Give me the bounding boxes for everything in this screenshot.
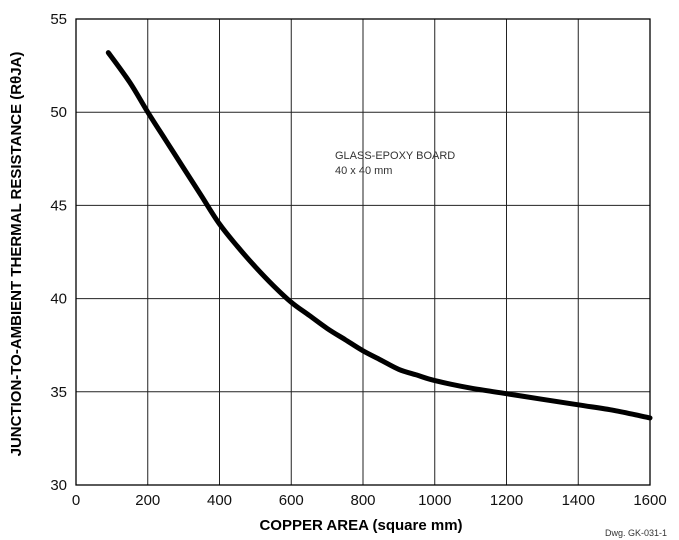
x-tick-labels: 0 200 400 600 800 1000 1200 1400 1600 <box>72 492 667 509</box>
x-tick-label: 200 <box>135 492 160 509</box>
x-tick-label: 0 <box>72 492 80 509</box>
y-axis-title: JUNCTION-TO-AMBIENT THERMAL RESISTANCE (… <box>8 52 25 457</box>
x-tick-label: 600 <box>279 492 304 509</box>
y-tick-label: 55 <box>50 11 67 28</box>
y-tick-label: 40 <box>50 291 67 308</box>
plot-frame <box>75 18 651 486</box>
drawing-number: Dwg. GK-031-1 <box>605 528 667 538</box>
x-tick-label: 1000 <box>418 492 451 509</box>
x-tick-label: 1400 <box>562 492 595 509</box>
annotation-board: GLASS-EPOXY BOARD <box>335 150 455 162</box>
y-tick-labels: 30 35 40 45 50 55 <box>50 11 67 494</box>
x-tick-label: 800 <box>350 492 375 509</box>
y-tick-label: 45 <box>50 197 67 214</box>
thermal-resistance-curve <box>105 50 653 421</box>
x-tick-label: 400 <box>207 492 232 509</box>
x-tick-label: 1200 <box>490 492 523 509</box>
x-axis-title: COPPER AREA (square mm) <box>259 517 462 534</box>
x-tick-label: 1600 <box>633 492 666 509</box>
chart-grid <box>75 18 651 486</box>
y-tick-label: 30 <box>50 477 67 494</box>
y-tick-label: 35 <box>50 384 67 401</box>
y-tick-label: 50 <box>50 104 67 121</box>
annotation-size: 40 x 40 mm <box>335 165 392 177</box>
